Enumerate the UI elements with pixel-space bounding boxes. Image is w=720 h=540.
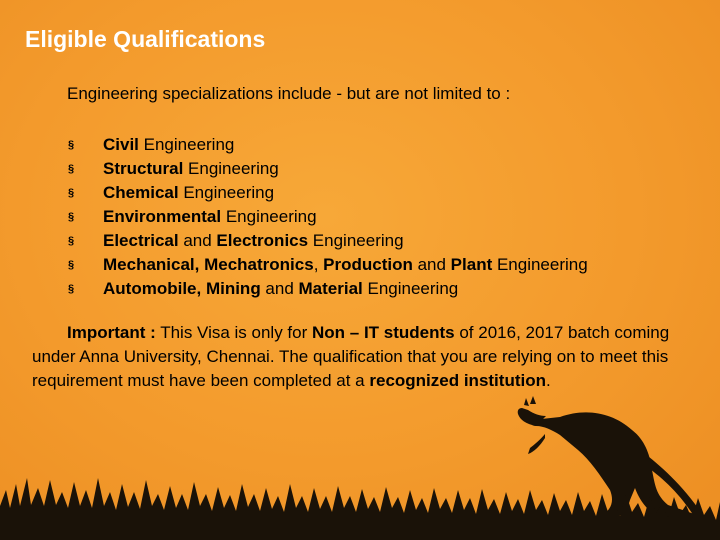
list-item: § Civil Engineering	[64, 133, 588, 157]
list-item: § Automobile, Mining and Material Engine…	[64, 277, 588, 301]
bullet-icon: §	[68, 235, 75, 247]
specialization-list: § Civil Engineering § Structural Enginee…	[64, 133, 588, 301]
bullet-icon: §	[68, 187, 75, 199]
bullet-icon: §	[68, 211, 75, 223]
bullet-icon: §	[68, 139, 75, 151]
list-item: § Chemical Engineering	[64, 181, 588, 205]
bullet-icon: §	[68, 283, 75, 295]
list-item: § Environmental Engineering	[64, 205, 588, 229]
grass-silhouette-icon	[0, 478, 720, 540]
list-item: § Structural Engineering	[64, 157, 588, 181]
intro-text: Engineering specializations include - bu…	[67, 84, 511, 103]
slide-title: Eligible Qualifications	[25, 26, 266, 52]
bullet-icon: §	[68, 259, 75, 271]
important-note: Important : This Visa is only for Non – …	[32, 323, 670, 390]
list-item: § Mechanical, Mechatronics, Production a…	[64, 253, 588, 277]
list-item: § Electrical and Electronics Engineering	[64, 229, 588, 253]
bullet-icon: §	[68, 163, 75, 175]
important-label: Important :	[67, 323, 156, 342]
